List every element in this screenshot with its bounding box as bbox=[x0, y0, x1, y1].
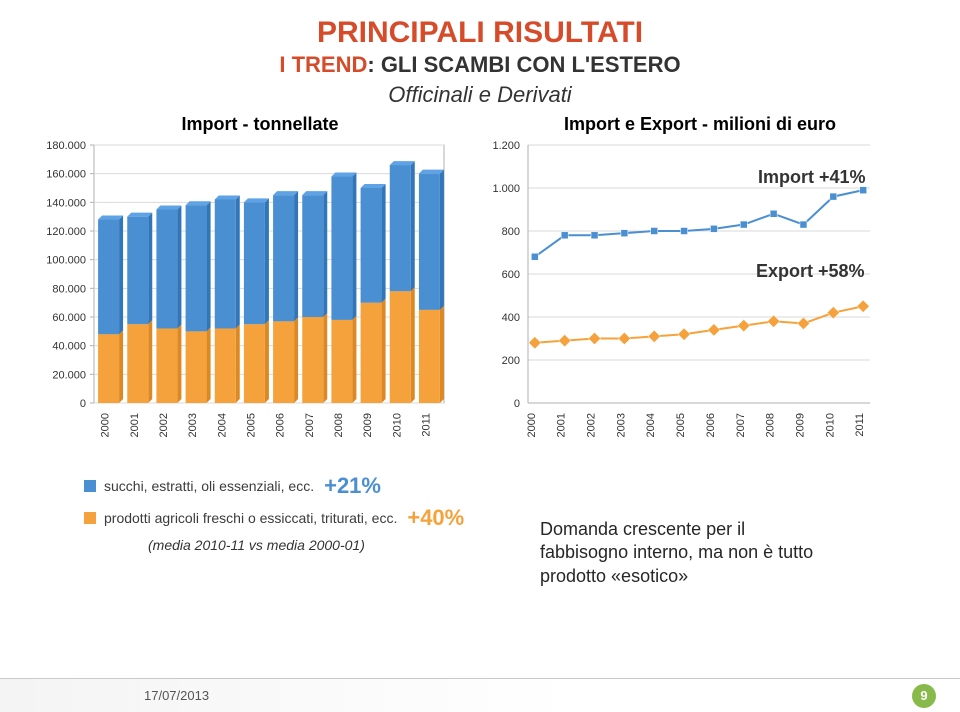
svg-text:2005: 2005 bbox=[675, 413, 687, 437]
legend-pct: +40% bbox=[407, 505, 464, 531]
svg-text:2003: 2003 bbox=[615, 413, 627, 437]
legend-item: succhi, estratti, oli essenziali, ecc. +… bbox=[84, 473, 480, 499]
svg-text:140.000: 140.000 bbox=[46, 197, 86, 209]
svg-text:2011: 2011 bbox=[420, 413, 432, 437]
svg-text:2008: 2008 bbox=[765, 413, 777, 437]
legend: succhi, estratti, oli essenziali, ecc. +… bbox=[40, 473, 480, 553]
svg-text:100.000: 100.000 bbox=[46, 255, 86, 267]
svg-text:2010: 2010 bbox=[391, 413, 403, 437]
svg-text:400: 400 bbox=[502, 312, 520, 324]
svg-text:2007: 2007 bbox=[304, 413, 316, 437]
subtitle-prefix: I TREND bbox=[279, 52, 367, 77]
svg-text:1.000: 1.000 bbox=[492, 183, 520, 195]
svg-text:2002: 2002 bbox=[586, 413, 598, 437]
right-chart: 0 200 400 600 800 1.000 1.200 2000 2001 2002 2003 2… bbox=[480, 139, 920, 459]
bar-chart-svg: 0 20.000 40.000 60.000 80.000 100.000 120.000 1… bbox=[40, 139, 450, 459]
svg-text:2003: 2003 bbox=[187, 413, 199, 437]
svg-text:2000: 2000 bbox=[526, 413, 538, 437]
svg-text:2008: 2008 bbox=[333, 413, 345, 437]
svg-text:160.000: 160.000 bbox=[46, 169, 86, 181]
svg-text:2004: 2004 bbox=[216, 413, 228, 437]
svg-text:120.000: 120.000 bbox=[46, 226, 86, 238]
subtitle: I TREND: GLI SCAMBI CON L'ESTERO bbox=[0, 52, 960, 78]
svg-text:2001: 2001 bbox=[556, 413, 568, 437]
svg-text:800: 800 bbox=[502, 226, 520, 238]
svg-text:Export +58%: Export +58% bbox=[756, 261, 865, 281]
legend-item: prodotti agricoli freschi o essiccati, t… bbox=[84, 505, 480, 531]
line-chart-svg: 0 200 400 600 800 1.000 1.200 2000 2001 2002 2003 2… bbox=[480, 139, 880, 459]
svg-text:2000: 2000 bbox=[100, 413, 112, 437]
svg-text:2006: 2006 bbox=[275, 413, 287, 437]
left-chart: 0 20.000 40.000 60.000 80.000 100.000 120.000 1… bbox=[40, 139, 480, 459]
svg-text:1.200: 1.200 bbox=[492, 140, 520, 152]
subtitle-rest: : GLI SCAMBI CON L'ESTERO bbox=[367, 52, 680, 77]
svg-text:2007: 2007 bbox=[735, 413, 747, 437]
svg-text:180.000: 180.000 bbox=[46, 140, 86, 152]
svg-text:80.000: 80.000 bbox=[52, 283, 86, 295]
svg-text:20.000: 20.000 bbox=[52, 369, 86, 381]
left-chart-title: Import - tonnellate bbox=[40, 114, 480, 135]
footer-date: 17/07/2013 bbox=[144, 688, 209, 703]
svg-text:2004: 2004 bbox=[645, 413, 657, 437]
legend-text: succhi, estratti, oli essenziali, ecc. bbox=[104, 478, 314, 494]
svg-text:0: 0 bbox=[80, 398, 86, 410]
svg-text:2002: 2002 bbox=[158, 413, 170, 437]
svg-text:2009: 2009 bbox=[794, 413, 806, 437]
sub-subtitle: Officinali e Derivati bbox=[0, 82, 960, 108]
svg-text:2009: 2009 bbox=[362, 413, 374, 437]
slide: PRINCIPALI RISULTATI I TREND: GLI SCAMBI… bbox=[0, 0, 960, 712]
svg-text:2010: 2010 bbox=[824, 413, 836, 437]
svg-text:0: 0 bbox=[514, 398, 520, 410]
charts-row: Import - tonnellate 0 20.000 40.000 60.000 8… bbox=[0, 114, 960, 553]
legend-text: prodotti agricoli freschi o essiccati, t… bbox=[104, 510, 397, 526]
footer: 17/07/2013 9 bbox=[0, 678, 960, 712]
right-chart-col: Import e Export - milioni di euro 020040… bbox=[480, 114, 920, 553]
main-title: PRINCIPALI RISULTATI bbox=[0, 0, 960, 50]
svg-text:2006: 2006 bbox=[705, 413, 717, 437]
svg-text:2001: 2001 bbox=[129, 413, 141, 437]
legend-swatch bbox=[84, 480, 96, 492]
legend-pct: +21% bbox=[324, 473, 381, 499]
svg-text:200: 200 bbox=[502, 355, 520, 367]
caption: Domanda crescente per ilfabbisogno inter… bbox=[540, 518, 813, 588]
legend-swatch bbox=[84, 512, 96, 524]
svg-text:2011: 2011 bbox=[854, 413, 866, 437]
svg-text:600: 600 bbox=[502, 269, 520, 281]
page-number: 9 bbox=[912, 684, 936, 708]
legend-note: (media 2010-11 vs media 2000-01) bbox=[148, 537, 480, 553]
right-chart-title: Import e Export - milioni di euro bbox=[480, 114, 920, 135]
left-chart-col: Import - tonnellate 0 20.000 40.000 60.000 8… bbox=[40, 114, 480, 553]
svg-text:40.000: 40.000 bbox=[52, 341, 86, 353]
svg-text:60.000: 60.000 bbox=[52, 312, 86, 324]
svg-text:Import +41%: Import +41% bbox=[758, 167, 866, 187]
svg-text:2005: 2005 bbox=[245, 413, 257, 437]
